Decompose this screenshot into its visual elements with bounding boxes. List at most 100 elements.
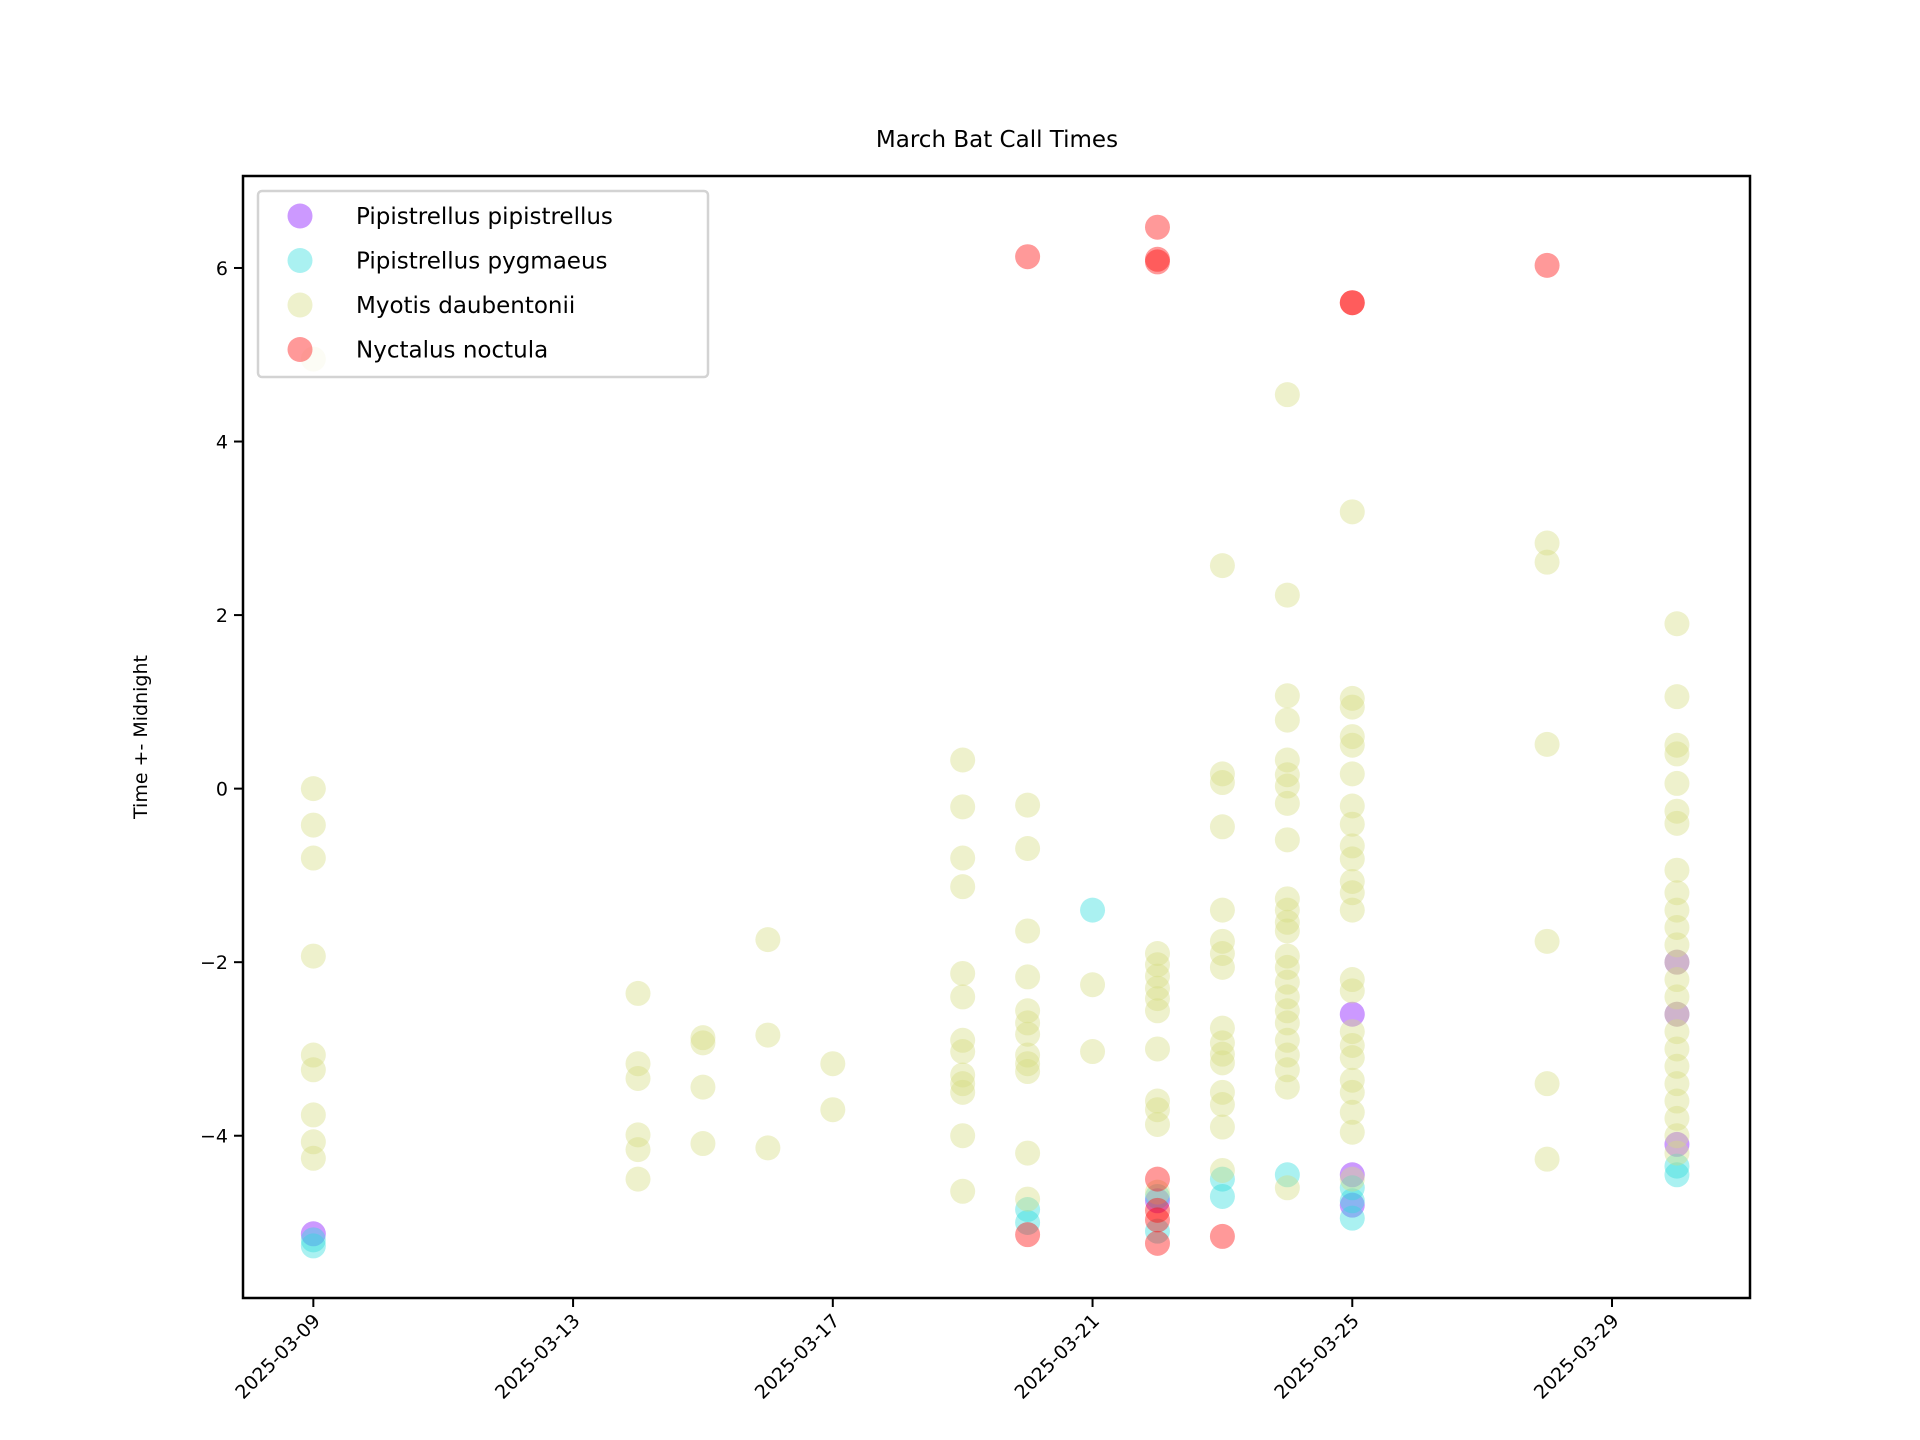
- data-point: [1274, 582, 1300, 608]
- data-point: [1144, 1183, 1170, 1209]
- data-point: [1534, 1146, 1560, 1172]
- data-point: [300, 1233, 326, 1259]
- data-point: [1209, 553, 1235, 579]
- data-point: [950, 874, 976, 900]
- data-point: [625, 1065, 651, 1091]
- data-point: [1339, 1175, 1365, 1201]
- data-point: [950, 1039, 976, 1065]
- data-point: [1015, 918, 1041, 944]
- data-point: [300, 1129, 326, 1155]
- data-point: [1209, 928, 1235, 954]
- data-point: [1144, 1230, 1170, 1256]
- data-point: [1015, 1210, 1041, 1236]
- data-point: [1015, 1186, 1041, 1212]
- data-point: [1080, 1039, 1106, 1065]
- data-point: [1144, 214, 1170, 240]
- data-point: [1144, 1218, 1170, 1244]
- data-point: [1664, 880, 1690, 906]
- data-point: [950, 1062, 976, 1088]
- data-point: [690, 1074, 716, 1100]
- data-point: [1015, 1059, 1041, 1085]
- data-point: [1534, 530, 1560, 556]
- data-point: [1534, 928, 1560, 954]
- data-point: [1664, 798, 1690, 824]
- data-point: [1209, 954, 1235, 980]
- y-axis-label: Time +- Midnight: [130, 655, 152, 820]
- data-point: [1339, 1099, 1365, 1125]
- data-point: [1015, 998, 1041, 1024]
- legend-marker: [287, 248, 313, 273]
- data-point: [1209, 814, 1235, 840]
- data-point: [1664, 914, 1690, 940]
- data-point: [950, 747, 976, 773]
- data-point: [625, 980, 651, 1006]
- legend-marker: [287, 337, 313, 362]
- y-tick-label: −2: [200, 952, 228, 974]
- data-point: [1274, 943, 1300, 969]
- data-point: [1664, 1036, 1690, 1062]
- data-point: [1339, 1001, 1365, 1027]
- data-point: [1274, 998, 1300, 1024]
- data-point: [1339, 868, 1365, 894]
- data-point: [1339, 1019, 1365, 1045]
- x-tick-label: 2025-03-13: [491, 1310, 585, 1404]
- data-point: [1209, 1050, 1235, 1076]
- data-point: [1339, 1205, 1365, 1231]
- data-point: [690, 1131, 716, 1157]
- chart-title: March Bat Call Times: [876, 127, 1118, 153]
- data-point: [1144, 1179, 1170, 1205]
- data-point: [1664, 741, 1690, 767]
- x-tick-label: 2025-03-25: [1270, 1310, 1364, 1404]
- data-point: [1664, 1140, 1690, 1166]
- x-tick-label: 2025-03-09: [231, 1310, 325, 1404]
- data-point: [1274, 382, 1300, 408]
- data-point: [1339, 897, 1365, 923]
- data-point: [1664, 949, 1690, 975]
- data-point: [1274, 918, 1300, 944]
- data-point: [1144, 998, 1170, 1024]
- data-point: [1664, 1053, 1690, 1079]
- data-point: [1274, 773, 1300, 799]
- data-point: [755, 927, 781, 953]
- data-point: [1015, 964, 1041, 990]
- data-point: [755, 1135, 781, 1161]
- y-tick-label: 2: [216, 605, 228, 627]
- data-point: [1274, 886, 1300, 912]
- data-point: [950, 1079, 976, 1105]
- data-point: [300, 845, 326, 871]
- data-point: [1339, 499, 1365, 525]
- data-point: [1664, 1131, 1690, 1157]
- data-point: [1664, 1088, 1690, 1114]
- data-point: [1664, 949, 1690, 975]
- data-point: [690, 1025, 716, 1051]
- data-point: [1534, 252, 1560, 278]
- y-tick-label: 6: [216, 258, 228, 280]
- data-point: [1015, 1042, 1041, 1068]
- legend-box: [256, 189, 710, 379]
- data-point: [300, 1057, 326, 1083]
- data-point: [1015, 1021, 1041, 1047]
- data-point: [1339, 1067, 1365, 1093]
- data-point: [1534, 549, 1560, 575]
- data-point: [1274, 897, 1300, 923]
- data-point: [1274, 1162, 1300, 1188]
- data-point: [1274, 1042, 1300, 1068]
- data-point: [1664, 1162, 1690, 1188]
- data-point: [1144, 1111, 1170, 1137]
- data-point: [1339, 880, 1365, 906]
- data-point: [755, 1022, 781, 1048]
- data-point: [300, 943, 326, 969]
- data-point: [1015, 1010, 1041, 1036]
- data-point: [1339, 793, 1365, 819]
- data-point: [1144, 941, 1170, 967]
- data-point: [1209, 1091, 1235, 1117]
- data-point: [1339, 1119, 1365, 1145]
- data-point: [1080, 897, 1106, 923]
- data-point: [1144, 1036, 1170, 1062]
- data-point: [1664, 1153, 1690, 1179]
- data-point: [1339, 833, 1365, 859]
- data-point: [950, 984, 976, 1010]
- data-point: [1664, 984, 1690, 1010]
- data-point: [1209, 1223, 1235, 1249]
- data-point: [1144, 1207, 1170, 1233]
